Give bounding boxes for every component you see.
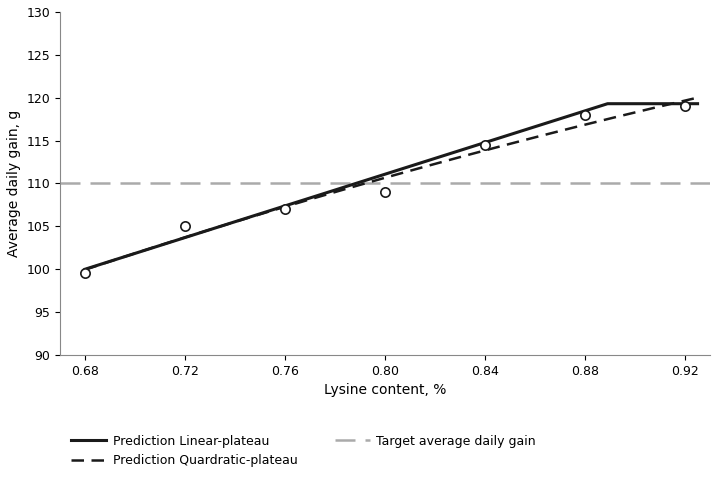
Point	[579, 111, 591, 119]
Point	[679, 103, 690, 110]
Point	[179, 222, 191, 230]
Legend: Prediction Linear-plateau, Prediction Quardratic-plateau, Target average daily g: Prediction Linear-plateau, Prediction Qu…	[67, 430, 541, 472]
Point	[80, 270, 91, 278]
Point	[379, 188, 391, 196]
Point	[280, 205, 291, 213]
Y-axis label: Average daily gain, g: Average daily gain, g	[7, 110, 21, 257]
X-axis label: Lysine content, %: Lysine content, %	[324, 383, 446, 397]
Point	[480, 141, 491, 149]
